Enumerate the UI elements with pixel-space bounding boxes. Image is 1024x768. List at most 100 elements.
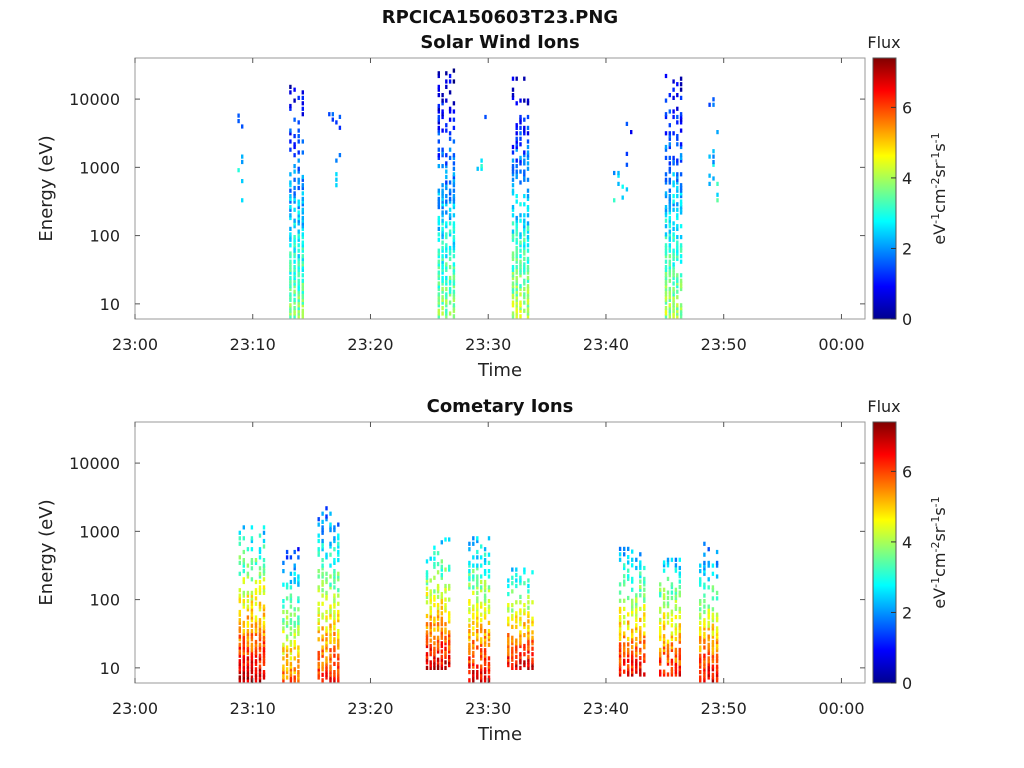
flux-cell <box>664 248 668 253</box>
flux-cell <box>289 213 292 218</box>
flux-cell <box>433 622 436 627</box>
flux-cell <box>337 612 340 617</box>
flux-cell <box>511 232 515 237</box>
flux-cell <box>515 567 518 572</box>
flux-cell <box>262 558 266 563</box>
flux-cell <box>445 84 448 89</box>
flux-cell <box>317 607 320 612</box>
flux-cell <box>285 549 289 555</box>
flux-cell <box>483 653 487 658</box>
flux-cell <box>436 622 440 627</box>
flux-cell <box>507 643 510 649</box>
flux-cell <box>707 585 710 590</box>
flux-cell <box>526 314 530 319</box>
flux-cell <box>631 587 634 592</box>
flux-cell <box>507 641 510 646</box>
flux-cell <box>703 631 706 636</box>
flux-cell <box>679 120 683 125</box>
flux-cell <box>440 616 443 621</box>
flux-cell <box>643 598 646 603</box>
flux-cell <box>511 646 514 651</box>
flux-cell <box>519 158 522 163</box>
flux-cell <box>441 240 444 245</box>
flux-cell <box>337 661 340 666</box>
flux-cell <box>437 259 440 264</box>
flux-cell <box>297 254 300 259</box>
flux-cell <box>527 646 530 651</box>
flux-cell <box>452 161 456 166</box>
flux-cell <box>289 128 292 133</box>
flux-cell <box>699 670 702 675</box>
flux-cell <box>625 162 629 167</box>
flux-cell <box>289 612 293 617</box>
flux-cell <box>337 541 340 546</box>
flux-cell <box>668 273 671 278</box>
flux-cell <box>476 607 479 612</box>
flux-cell <box>437 71 440 76</box>
flux-cell <box>639 672 642 677</box>
flux-cell <box>242 525 245 530</box>
flux-cell <box>711 585 715 590</box>
flux-cell <box>699 678 702 683</box>
flux-cell <box>448 633 451 638</box>
flux-cell <box>289 656 293 661</box>
flux-cell <box>445 245 448 251</box>
flux-cell <box>703 675 706 680</box>
flux-cell <box>631 557 634 562</box>
flux-cell <box>254 579 258 585</box>
flux-cell <box>242 650 245 656</box>
flux-cell <box>511 251 515 256</box>
flux-cell <box>441 286 444 292</box>
flux-cell <box>258 533 262 538</box>
flux-cell <box>662 593 666 598</box>
flux-cell <box>472 675 475 680</box>
flux-cell <box>670 612 674 617</box>
flux-cell <box>519 657 522 662</box>
flux-cell <box>437 265 440 270</box>
flux-cell <box>433 589 436 594</box>
flux-cell <box>523 243 526 248</box>
flux-cell <box>472 631 475 636</box>
flux-burst-1 <box>238 525 266 683</box>
flux-cell <box>293 191 296 196</box>
flux-cell <box>433 562 436 567</box>
flux-cell <box>321 667 324 672</box>
flux-cell <box>519 600 522 605</box>
flux-cell <box>329 659 332 664</box>
flux-cell <box>301 314 304 319</box>
flux-cell <box>635 617 638 622</box>
flux-cell <box>511 652 514 657</box>
flux-cell <box>250 656 254 661</box>
flux-cell <box>511 93 515 98</box>
flux-cell <box>331 117 334 122</box>
flux-cell <box>643 615 646 620</box>
flux-cell <box>441 281 444 286</box>
flux-cell <box>282 672 285 677</box>
flux-cell <box>258 574 262 579</box>
flux-cell <box>337 571 340 576</box>
flux-cell <box>703 618 706 623</box>
flux-cell <box>672 95 675 100</box>
flux-cell <box>436 624 440 629</box>
flux-cell <box>448 657 451 662</box>
flux-cell <box>437 237 440 242</box>
flux-cell <box>507 652 510 657</box>
flux-cell <box>289 103 292 109</box>
flux-cell <box>437 262 440 267</box>
flux-cell <box>258 672 262 677</box>
flux-cell <box>258 618 262 623</box>
flux-cell <box>676 311 679 316</box>
flux-cell <box>523 232 526 237</box>
flux-cell <box>659 647 662 652</box>
flux-cell <box>519 303 522 308</box>
flux-cell <box>672 267 675 272</box>
flux-cell <box>238 599 241 604</box>
flux-cell <box>238 670 241 675</box>
flux-cell <box>623 606 626 611</box>
flux-cell <box>242 577 245 582</box>
flux-cell <box>448 207 452 212</box>
flux-cell <box>441 278 444 283</box>
flux-cell <box>297 289 300 294</box>
flux-cell <box>511 314 515 319</box>
flux-cell <box>668 308 671 313</box>
